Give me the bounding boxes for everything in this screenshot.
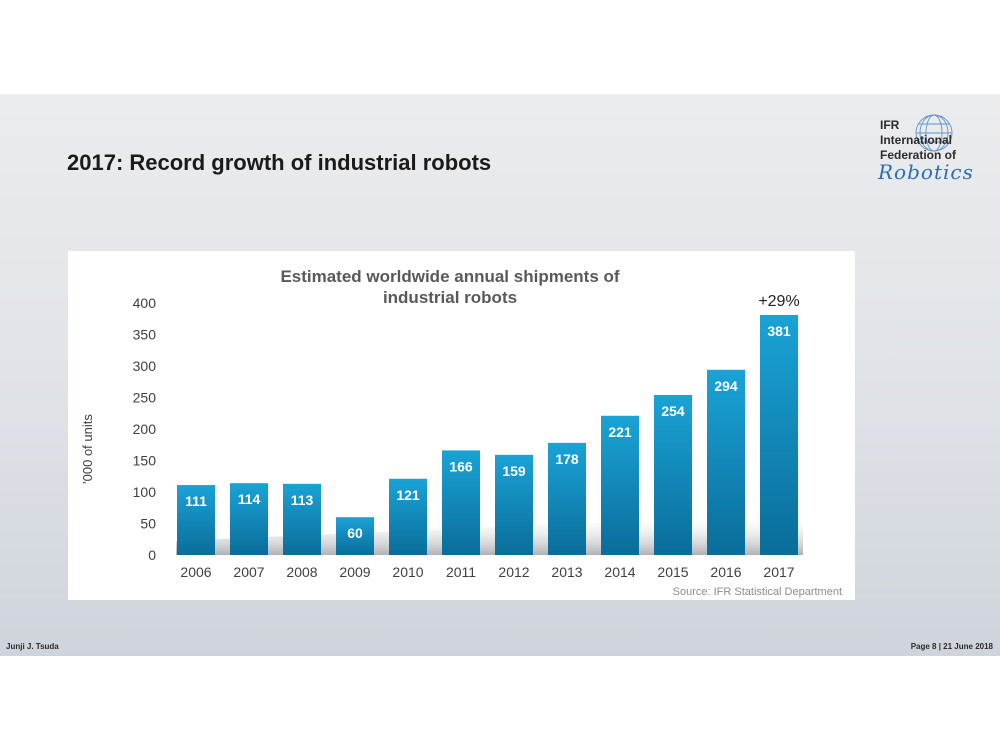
x-tick-label: 2010 <box>392 564 423 580</box>
bar-2009 <box>336 517 374 555</box>
bar-2006 <box>177 485 215 555</box>
growth-annotation: +29% <box>758 293 799 310</box>
bar-2008 <box>283 483 321 555</box>
x-tick-label: 2015 <box>657 564 688 580</box>
bar-value-label: 113 <box>291 492 314 508</box>
ifr-logo: IFR International Federation of Robotics <box>868 112 986 188</box>
chart-floor <box>176 513 803 555</box>
y-tick-label: 400 <box>133 295 157 311</box>
bar-value-label: 294 <box>714 378 738 394</box>
logo-wordmark: IFR International Federation of <box>880 118 956 163</box>
x-tick-label: 2007 <box>233 564 264 580</box>
logo-line-international: International <box>880 133 953 147</box>
bar-value-label: 60 <box>347 525 363 541</box>
y-tick-label: 300 <box>133 358 157 374</box>
x-tick-label: 2014 <box>604 564 635 580</box>
bar-2010 <box>389 478 427 555</box>
x-tick-label: 2013 <box>551 564 582 580</box>
y-tick-label: 50 <box>140 516 156 532</box>
chart-panel: Estimated worldwide annual shipments of … <box>68 251 855 600</box>
footer-page-info: Page 8 | 21 June 2018 <box>910 642 993 651</box>
x-tick-label: 2009 <box>339 564 370 580</box>
slide-background: 2017: Record growth of industrial robots… <box>0 94 1000 656</box>
y-tick-label: 150 <box>133 453 157 469</box>
y-axis-label: '000 of units <box>80 414 95 484</box>
page-title: 2017: Record growth of industrial robots <box>67 150 492 175</box>
bar-2012 <box>495 454 533 555</box>
bar-2011 <box>442 450 480 555</box>
bar-2007 <box>230 483 268 555</box>
x-tick-label: 2017 <box>763 564 794 580</box>
footer-author: Junji J. Tsuda <box>6 642 59 651</box>
y-tick-label: 100 <box>133 484 157 500</box>
chart-title-line1: Estimated worldwide annual shipments of <box>280 267 619 286</box>
bar-2017 <box>760 314 798 555</box>
y-tick-label: 0 <box>148 547 156 563</box>
logo-line-ifr: IFR <box>880 118 900 132</box>
logo-line-federation: Federation of <box>880 148 957 162</box>
bar-2016 <box>707 369 745 555</box>
globe-icon <box>915 114 953 152</box>
y-tick-label: 200 <box>133 421 157 437</box>
bar-value-label: 111 <box>185 493 207 509</box>
x-tick-label: 2012 <box>498 564 529 580</box>
x-tick-label: 2006 <box>180 564 211 580</box>
bar-value-label: 221 <box>608 424 632 440</box>
bar-2014 <box>601 415 639 555</box>
x-tick-label: 2011 <box>446 564 476 580</box>
bar-chart: Estimated worldwide annual shipments of … <box>80 267 842 598</box>
x-tick-label: 2016 <box>710 564 741 580</box>
bar-2015 <box>654 394 692 555</box>
logo-script-robotics: Robotics <box>878 160 974 184</box>
y-tick-label: 250 <box>133 390 157 406</box>
bar-value-label: 381 <box>767 323 791 339</box>
bar-2013 <box>548 442 586 555</box>
bar-value-label: 166 <box>449 458 473 474</box>
chart-title-line2: industrial robots <box>383 288 517 307</box>
bar-value-label: 121 <box>396 487 420 503</box>
y-tick-label: 350 <box>133 327 157 343</box>
bar-value-label: 114 <box>238 491 261 507</box>
bar-value-label: 254 <box>661 403 685 419</box>
bar-value-label: 159 <box>502 463 526 479</box>
chart-source: Source: IFR Statistical Department <box>673 586 842 598</box>
bar-value-label: 178 <box>555 451 579 467</box>
x-tick-label: 2008 <box>286 564 317 580</box>
